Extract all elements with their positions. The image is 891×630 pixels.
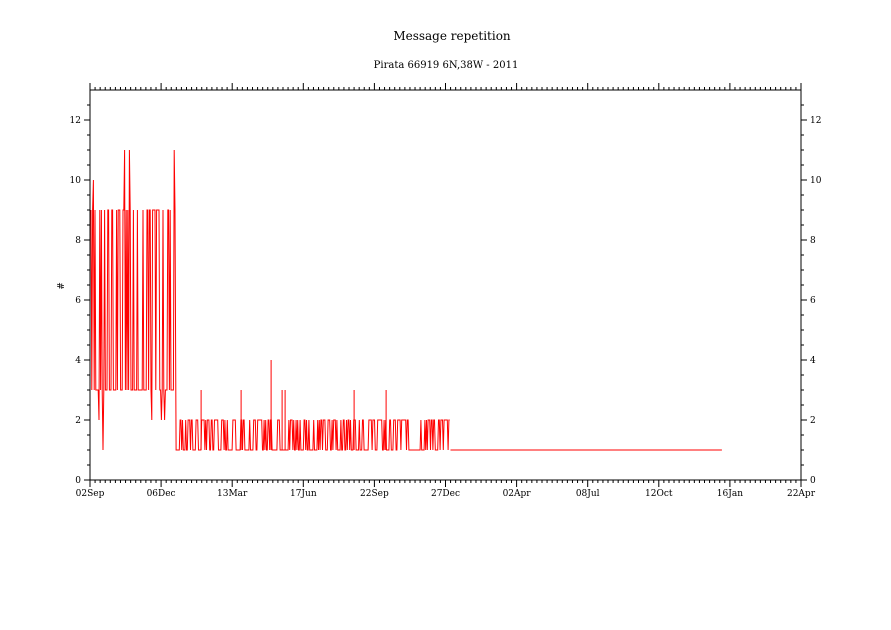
chart-title: Message repetition <box>393 29 511 43</box>
y-tick-label-right: 0 <box>810 476 816 486</box>
plot-frame <box>89 89 802 481</box>
x-tick-label: 02Apr <box>503 489 532 499</box>
x-tick-label: 27Dec <box>431 489 460 499</box>
y-tick-label-left: 2 <box>75 416 81 426</box>
data-series <box>90 149 722 451</box>
y-tick-label-left: 4 <box>75 356 81 366</box>
x-tick-label: 17Jun <box>290 489 317 499</box>
y-tick-label-left: 12 <box>70 116 81 126</box>
x-tick-label: 08Jul <box>576 489 600 499</box>
x-tick-label: 16Jan <box>717 489 743 499</box>
y-axis-label: # <box>57 282 67 290</box>
y-tick-label-left: 0 <box>75 476 81 486</box>
y-tick-label-right: 8 <box>810 236 816 246</box>
axes: 0 0 2 2 4 4 6 6 8 8 10 10 12 12 02Sep 06Dec 13Mar 17Jun 22… <box>70 83 822 499</box>
series-line-dense <box>90 149 450 451</box>
y-tick-label-right: 4 <box>810 356 816 366</box>
y-tick-label-right: 2 <box>810 416 816 426</box>
y-tick-label-left: 6 <box>75 296 81 306</box>
x-tick-label: 22Sep <box>360 489 389 499</box>
x-tick-label: 12Oct <box>645 489 673 499</box>
y-tick-label-left: 10 <box>70 176 82 186</box>
chart-subtitle: Pirata 66919 6N,38W - 2011 <box>374 60 519 71</box>
x-tick-label: 13Mar <box>217 489 248 499</box>
y-tick-label-right: 6 <box>810 296 816 306</box>
x-tick-label: 22Apr <box>787 489 816 499</box>
x-tick-label: 06Dec <box>147 489 176 499</box>
y-tick-label-left: 8 <box>75 236 81 246</box>
y-tick-label-right: 12 <box>810 116 821 126</box>
x-tick-label: 02Sep <box>76 489 105 499</box>
y-tick-label-right: 10 <box>810 176 822 186</box>
